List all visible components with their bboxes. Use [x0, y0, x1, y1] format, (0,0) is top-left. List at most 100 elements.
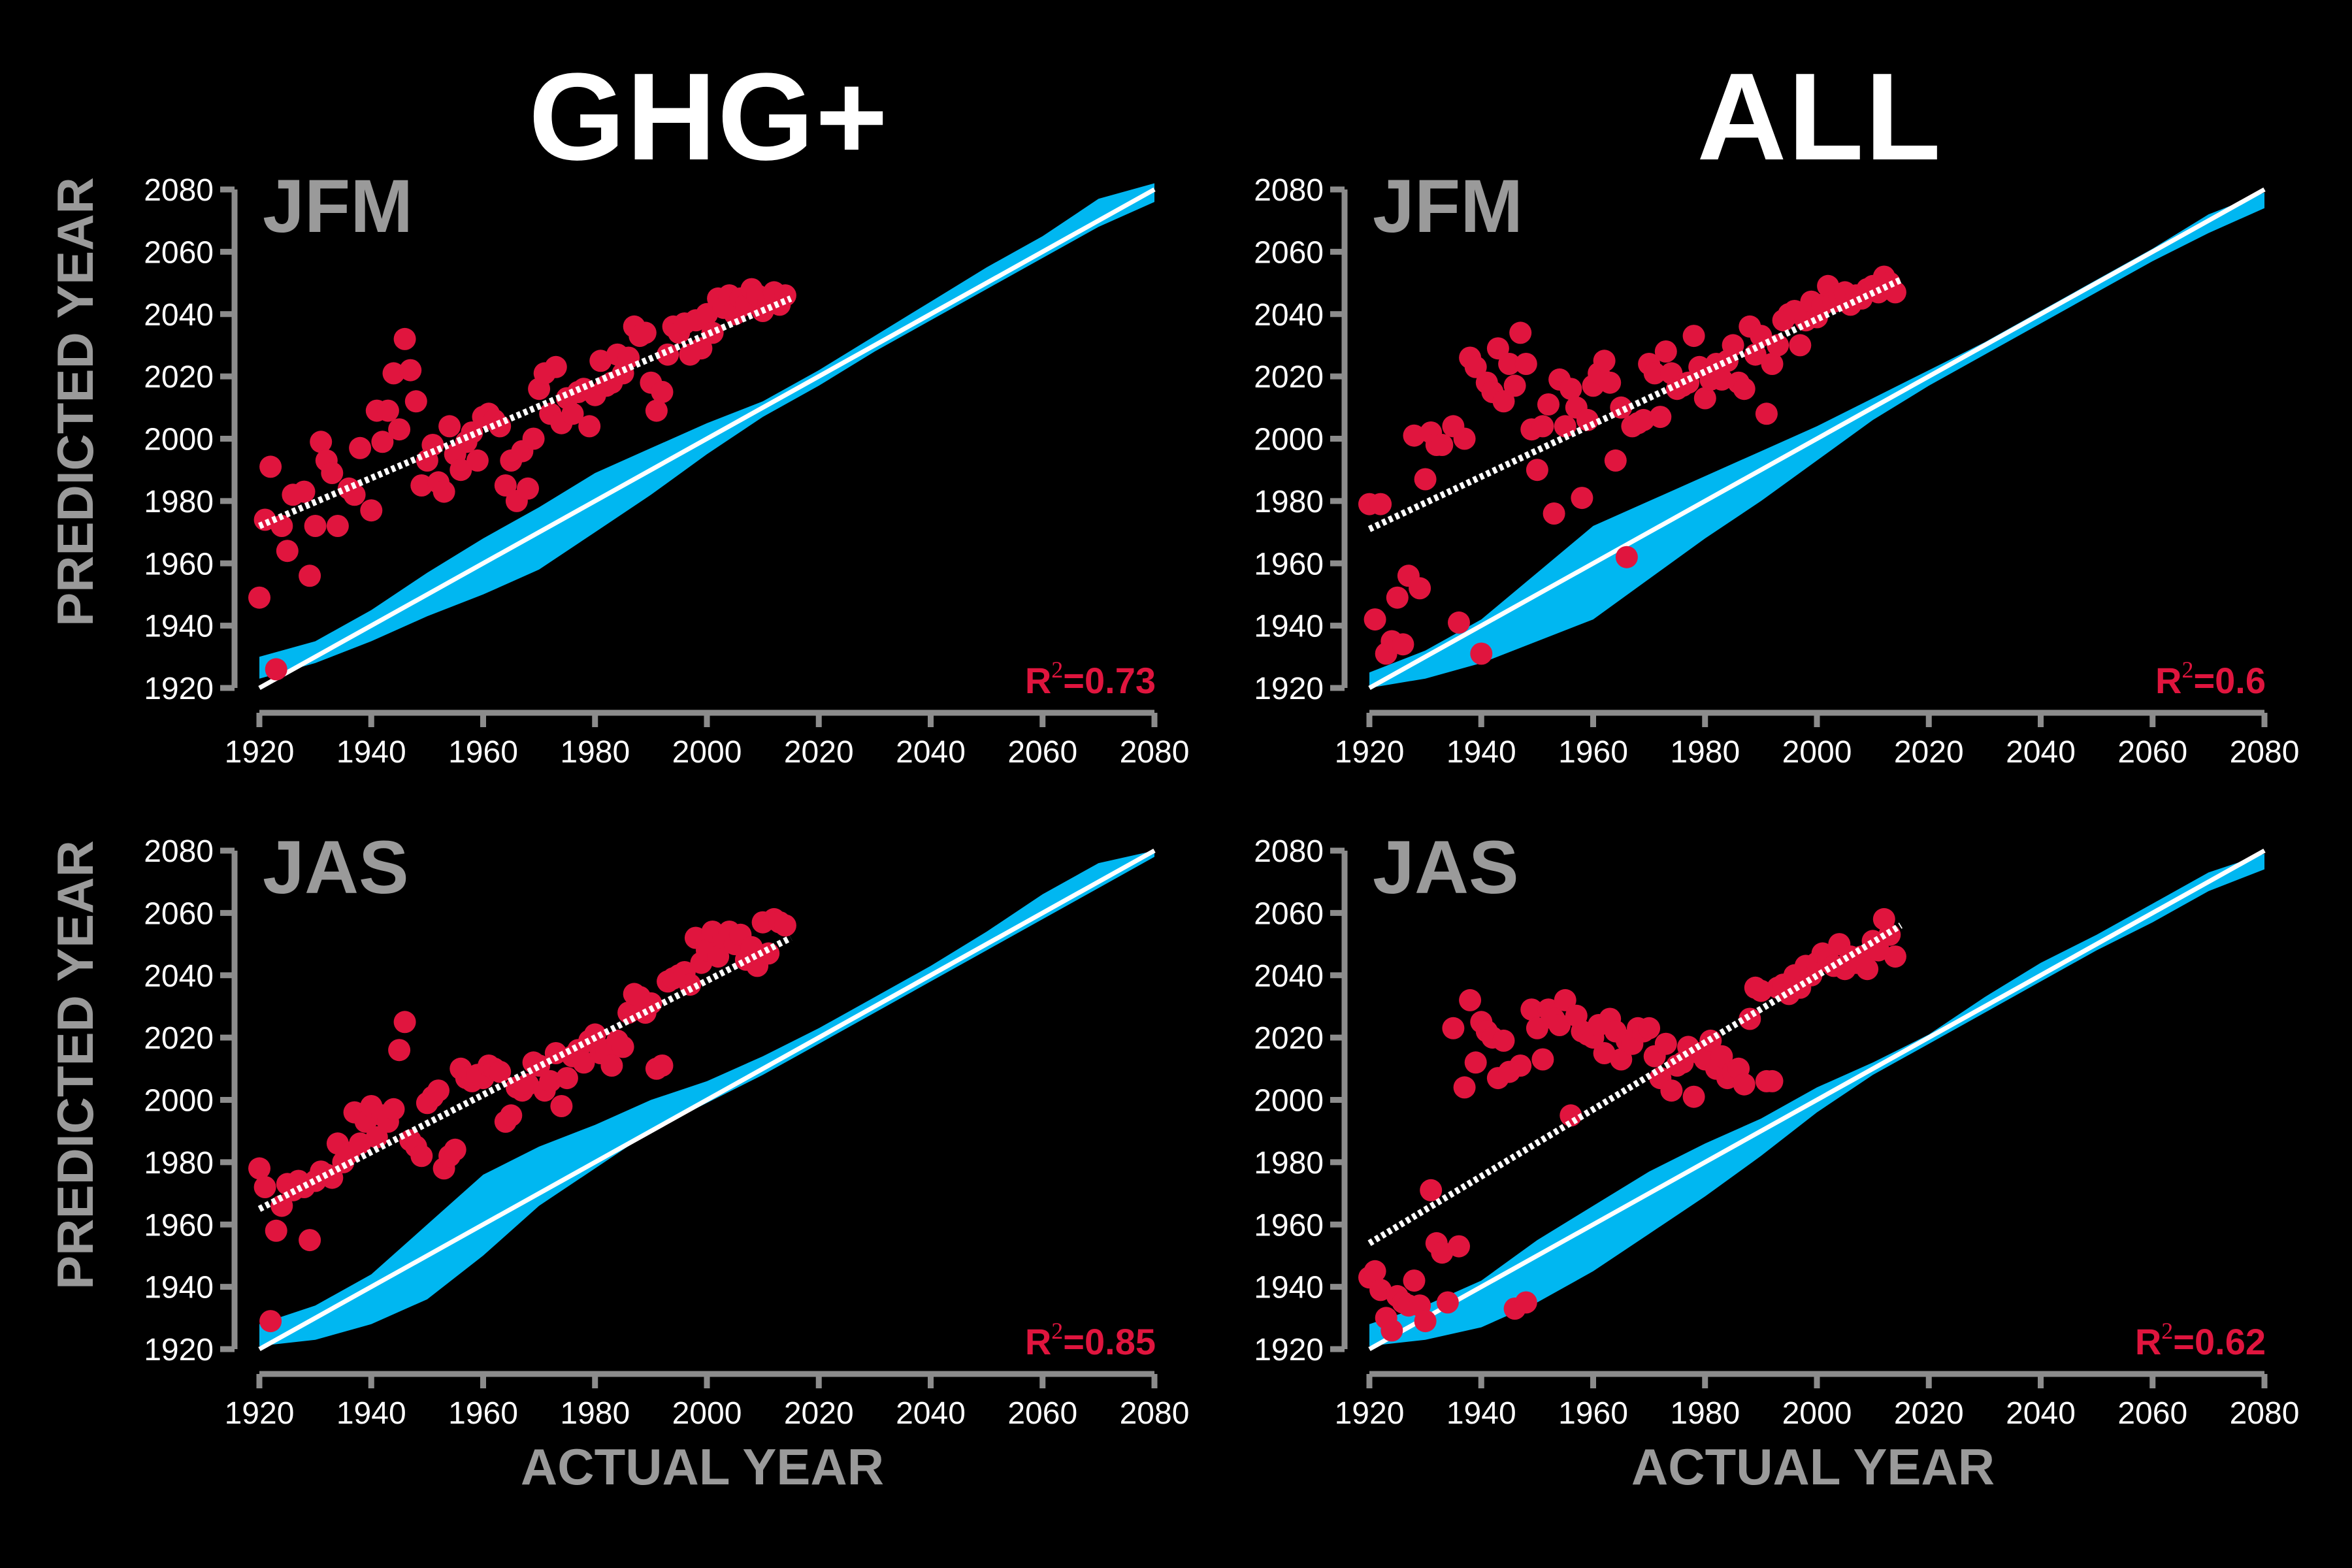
panel-1-point	[494, 474, 517, 497]
panel-1-point	[517, 477, 539, 500]
panel-3-y-tick-label: 1980	[144, 1146, 214, 1181]
panel-2-point	[1710, 368, 1733, 391]
panel-1-point	[360, 499, 383, 522]
panel-4-point	[1380, 1319, 1403, 1342]
panel-1-x-tick-label: 2080	[1120, 735, 1190, 770]
panel-2-point	[1755, 402, 1778, 425]
panel-2-y-tick-label: 2040	[1254, 298, 1324, 333]
panel-1-x-tick-label: 2000	[672, 735, 742, 770]
panel-1-point	[522, 427, 545, 450]
panel-2-point	[1364, 608, 1386, 631]
panel-1-point	[433, 480, 455, 503]
panel-1-y-tick-label: 1980	[144, 485, 214, 519]
panel-1-r2-label: R2=0.73	[1025, 657, 1156, 701]
panel-2-point	[1649, 406, 1672, 429]
panel-3-point	[427, 1079, 449, 1102]
panel-3-point	[270, 1194, 293, 1217]
panel-3-x-tick-label: 1920	[225, 1396, 295, 1431]
panel-3-point	[740, 936, 763, 958]
panel-2-point	[1615, 546, 1638, 568]
panel-2-fit-line	[1367, 276, 1903, 532]
panel-2-x-tick-label: 1920	[1335, 735, 1405, 770]
panel-3-x-tick-label: 2000	[672, 1396, 742, 1431]
column-title-ghg: GHG+	[529, 48, 889, 186]
panel-3-point	[410, 1145, 433, 1168]
panel-4-x-tick-label: 1920	[1335, 1396, 1405, 1431]
panel-3-point	[651, 1054, 674, 1077]
panel-2-r2-label: R2=0.6	[2155, 657, 2266, 701]
panel-3-x-tick-label: 2040	[896, 1396, 966, 1431]
panel-2-point	[1369, 493, 1392, 515]
panel-1-point	[696, 302, 718, 325]
panel-2-point	[1470, 642, 1493, 665]
panel-1-x-tick-label: 1980	[560, 735, 630, 770]
panel-4-point	[1364, 1260, 1386, 1282]
panel-3-x-tick-label: 1940	[336, 1396, 406, 1431]
panel-1-x-tick-label: 2040	[896, 735, 966, 770]
panel-2-point	[1453, 427, 1476, 450]
panel-2-x-tick-label: 1960	[1558, 735, 1628, 770]
panel-3-x-tick-label: 2080	[1120, 1396, 1190, 1431]
panel-3-point	[544, 1042, 567, 1064]
panel-3-point	[248, 1157, 270, 1180]
panel-3-point	[517, 1073, 539, 1096]
panel-4-point	[1448, 1235, 1470, 1258]
panel-1-point	[388, 418, 411, 441]
panel-1-y-tick-label: 1920	[144, 672, 214, 706]
panel-3-point	[444, 1138, 466, 1161]
panel-4-point	[1554, 988, 1576, 1011]
panel-1-point	[299, 564, 321, 587]
panel-1-point	[293, 480, 316, 503]
panel-2-point	[1409, 577, 1431, 600]
panel-2-point	[1571, 487, 1593, 510]
panel-2-point	[1643, 362, 1666, 385]
panel-2-point	[1492, 390, 1515, 413]
panel-1-point	[265, 658, 287, 681]
panel-4-x-tick-label: 2060	[2117, 1396, 2187, 1431]
panel-2-x-tick-label: 1980	[1670, 735, 1740, 770]
panel-1-point	[248, 586, 270, 609]
panel-1-fit-line	[258, 295, 792, 529]
panel-1-point	[651, 381, 674, 403]
panel-3-point	[550, 1095, 573, 1117]
panel-4-point	[1442, 1017, 1465, 1039]
panel-2-point	[1503, 374, 1526, 397]
panel-4-point	[1492, 1029, 1515, 1052]
panel-1-point	[376, 399, 399, 422]
panel-3-point	[572, 1051, 595, 1074]
panel-2-x-tick-label: 2060	[2117, 735, 2187, 770]
panel-4-y-tick-label: 1960	[1254, 1208, 1324, 1243]
panel-4-point	[1420, 1179, 1443, 1201]
panel-2-y-tick-label: 2060	[1254, 235, 1324, 270]
panel-4-point	[1526, 1017, 1548, 1039]
x-axis-label-right: ACTUAL YEAR	[1631, 1438, 1995, 1495]
panel-4-y-tick-label: 1940	[1254, 1271, 1324, 1305]
panel-3-point	[583, 1023, 606, 1046]
panel-4-y-tick-label: 2080	[1254, 834, 1324, 869]
panel-4-x-tick-label: 2080	[2230, 1396, 2300, 1431]
panel-2-point	[1386, 586, 1409, 609]
x-axis-label-left: ACTUAL YEAR	[520, 1438, 885, 1495]
panel-1-point	[690, 337, 713, 360]
panel-2-point	[1604, 449, 1627, 472]
panel-4-point	[1610, 1048, 1633, 1071]
panel-2-point	[1593, 350, 1616, 372]
panel-4-y-tick-label: 2060	[1254, 896, 1324, 931]
panel-1-point	[617, 346, 640, 369]
panel-2-y-tick-label: 1980	[1254, 485, 1324, 519]
panel-3-point	[539, 1070, 562, 1092]
panel-2-point	[1392, 633, 1414, 656]
panel-3-y-tick-label: 2080	[144, 834, 214, 869]
panel-4-point	[1884, 945, 1906, 968]
panel-2-point	[1509, 321, 1532, 344]
panel-2-point	[1767, 334, 1789, 357]
panel-2-x-tick-label: 2000	[1782, 735, 1852, 770]
panel-1-point	[645, 399, 668, 422]
panel-4-x-tick-label: 2000	[1782, 1396, 1852, 1431]
panel-2-point	[1431, 434, 1454, 456]
panel-3-point	[299, 1229, 321, 1252]
panel-3-x-tick-label: 1980	[560, 1396, 630, 1431]
panel-3-point	[349, 1132, 372, 1155]
panel-2-point	[1789, 334, 1812, 357]
panel-2-point	[1414, 468, 1437, 491]
